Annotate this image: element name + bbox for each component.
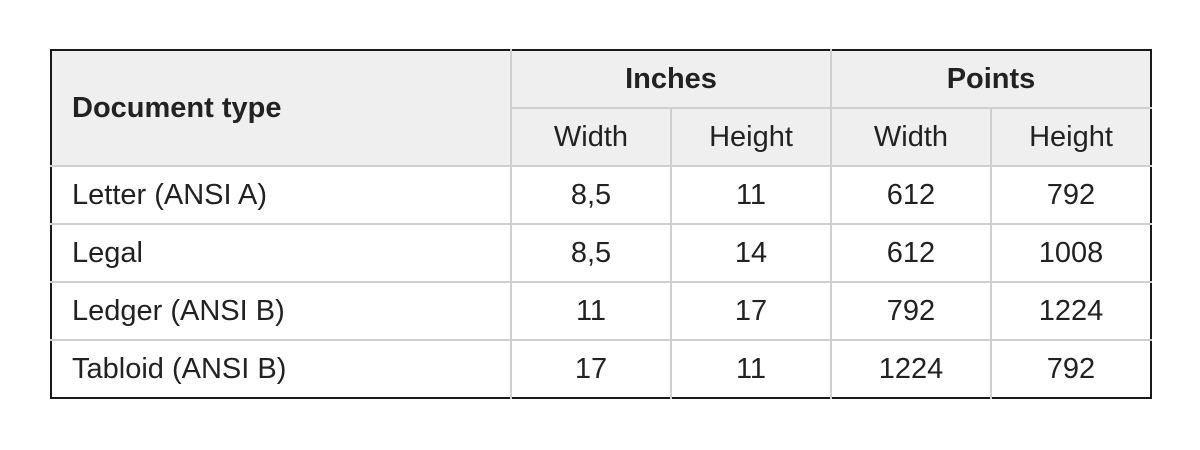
header-group-row: Document type Inches Points xyxy=(51,50,1151,167)
inches-width-header: Width xyxy=(511,107,672,167)
table-header: Document type Inches Points Width Height… xyxy=(51,50,1151,167)
document-type-header: Document type xyxy=(51,50,512,167)
points-width-header: Width xyxy=(830,107,992,167)
points-height-cell: 792 xyxy=(990,165,1151,225)
points-width-cell: 612 xyxy=(830,165,992,225)
inches-height-cell: 11 xyxy=(670,339,832,398)
points-group-header: Points xyxy=(830,50,1151,109)
document-type-cell: Tabloid (ANSI B) xyxy=(51,339,512,398)
points-width-cell: 612 xyxy=(830,223,992,283)
document-type-cell: Letter (ANSI A) xyxy=(51,165,512,225)
inches-group-header: Inches xyxy=(510,50,832,109)
inches-height-cell: 11 xyxy=(670,165,832,225)
points-height-header: Height xyxy=(990,107,1151,167)
table-body: Letter (ANSI A) 8,5 11 612 792 Legal 8,5… xyxy=(51,165,1151,398)
inches-width-cell: 8,5 xyxy=(510,165,672,225)
inches-height-cell: 14 xyxy=(670,223,832,283)
table-row: Letter (ANSI A) 8,5 11 612 792 xyxy=(51,165,1151,225)
points-width-cell: 792 xyxy=(830,281,992,341)
document-type-cell: Legal xyxy=(51,223,512,283)
points-height-cell: 792 xyxy=(990,339,1151,398)
table-row: Legal 8,5 14 612 1008 xyxy=(51,223,1151,283)
header-sub-row: Width Height Width Height xyxy=(51,107,1151,167)
points-height-cell: 1224 xyxy=(990,281,1151,341)
inches-width-cell: 8,5 xyxy=(510,223,672,283)
inches-height-header: Height xyxy=(670,107,832,167)
paper-size-table: Document type Inches Points Width Height… xyxy=(50,49,1152,399)
inches-width-cell: 17 xyxy=(510,339,672,398)
paper-size-table-container: Document type Inches Points Width Height… xyxy=(50,49,1152,399)
inches-width-cell: 11 xyxy=(510,281,672,341)
document-type-cell: Ledger (ANSI B) xyxy=(51,281,512,341)
points-width-cell: 1224 xyxy=(830,339,992,398)
inches-height-cell: 17 xyxy=(670,281,832,341)
table-row: Tabloid (ANSI B) 17 11 1224 792 xyxy=(51,339,1151,398)
points-height-cell: 1008 xyxy=(990,223,1151,283)
table-row: Ledger (ANSI B) 11 17 792 1224 xyxy=(51,281,1151,341)
